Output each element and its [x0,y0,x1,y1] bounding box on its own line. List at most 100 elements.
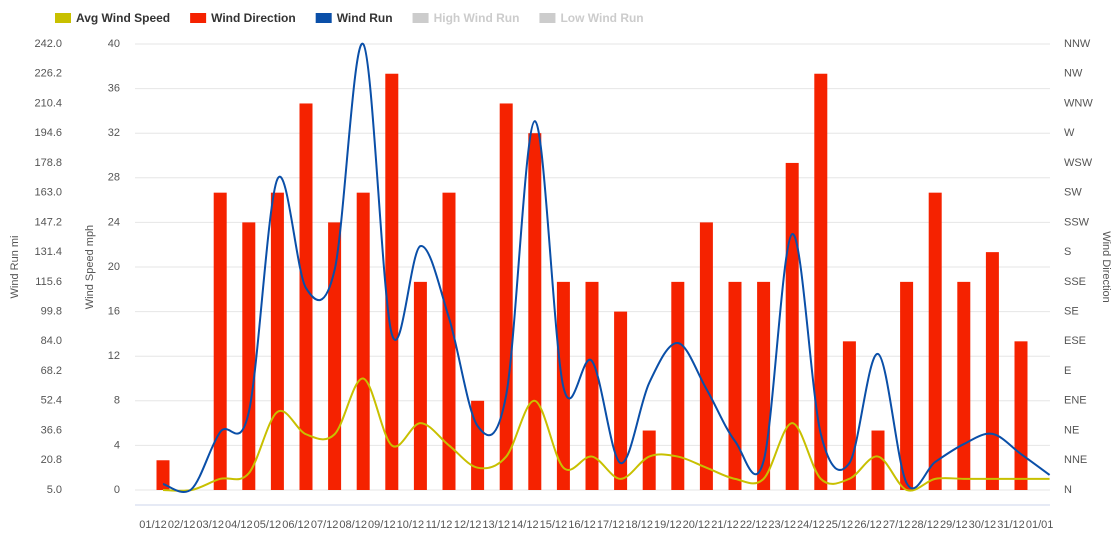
x-tick-label: 14/12 [511,519,539,531]
legend-label: Wind Direction [211,11,296,25]
x-tick-label: 26/12 [854,519,882,531]
legend-swatch [539,13,556,23]
x-tick-label: 01/01 [1026,519,1054,531]
y3-tick-label: 52.4 [41,395,62,407]
x-tick-label: 02/12 [168,519,196,531]
x-tick-label: 25/12 [826,519,854,531]
y-tick-label: 16 [108,306,120,318]
y3-tick-label: 210.4 [34,97,62,109]
x-tick-label: 06/12 [282,519,310,531]
y2-tick-label: SSW [1064,216,1090,228]
y3-tick-label: 68.2 [41,365,62,377]
y2-tick-label: NW [1064,68,1083,80]
legend-swatch [412,13,429,23]
y3-tick-label: 147.2 [34,216,62,228]
x-tick-label: 08/12 [339,519,367,531]
x-tick-label: 09/12 [368,519,396,531]
bar [356,192,370,490]
x-tick-label: 22/12 [740,519,768,531]
bar [957,281,971,490]
bar [328,222,342,490]
x-tick-label: 24/12 [797,519,825,531]
y3-tick-label: 99.8 [41,306,62,318]
x-tick-label: 29/12 [940,519,968,531]
legend-swatch [315,13,332,23]
y3-tick-label: 20.8 [41,454,62,466]
legend-swatch [55,13,71,23]
y2-tick-label: W [1064,127,1075,139]
legend-swatch [190,13,207,23]
x-tick-label: 28/12 [911,519,939,531]
bar [728,281,742,490]
x-tick-label: 19/12 [654,519,682,531]
bar [499,103,513,490]
x-tick-label: 30/12 [969,519,997,531]
x-tick-label: 12/12 [454,519,482,531]
y-tick-label: 12 [108,350,120,362]
bar [642,430,656,490]
x-tick-label: 15/12 [540,519,568,531]
legend-label: Wind Run [337,11,393,25]
y2-tick-label: NE [1064,424,1079,436]
bar [671,281,685,490]
y2-tick-label: SE [1064,306,1079,318]
y3-tick-label: 131.4 [34,246,62,258]
bar [985,252,999,490]
x-tick-label: 05/12 [254,519,282,531]
x-tick-label: 23/12 [768,519,796,531]
y-tick-label: 32 [108,127,120,139]
y3-tick-label: 194.6 [34,127,62,139]
y-tick-label: 20 [108,261,120,273]
y2-tick-label: NNE [1064,454,1087,466]
y2-tick-label: SSE [1064,276,1086,288]
y2-tick-label: WNW [1064,97,1093,109]
bar [528,133,542,490]
y2-axis-title: Wind Direction [1100,231,1112,303]
y3-tick-label: 5.0 [47,484,62,496]
legend: Avg Wind Speed Wind Direction Wind Run High… [55,11,644,25]
x-tick-label: 27/12 [883,519,911,531]
x-tick-label: 17/12 [597,519,625,531]
y3-axis-title: Wind Run mi [9,236,21,299]
x-tick-label: 21/12 [711,519,739,531]
y3-tick-label: 226.2 [34,68,62,80]
bar [156,460,170,490]
y-tick-label: 8 [114,395,120,407]
y2-tick-label: SW [1064,187,1082,199]
legend-label: Low Wind Run [560,11,643,25]
x-tick-label: 18/12 [625,519,653,531]
bar [242,222,256,490]
x-tick-label: 20/12 [683,519,711,531]
bar [900,281,914,490]
bar [299,103,313,490]
y-tick-label: 24 [108,216,120,228]
x-tick-label: 13/12 [482,519,510,531]
y3-tick-label: 36.6 [41,424,62,436]
legend-label: Avg Wind Speed [76,11,170,25]
y3-tick-label: 163.0 [34,187,62,199]
bar [585,281,599,490]
bar [213,192,227,490]
y-tick-label: 40 [108,38,120,50]
y-axis-title: Wind Speed mph [84,225,96,309]
line [162,42,1051,494]
bar [814,73,828,490]
bar [699,222,713,490]
bar [413,281,427,490]
y3-tick-label: 242.0 [34,38,62,50]
y-tick-label: 4 [114,439,120,451]
y2-tick-label: NNW [1064,38,1091,50]
y2-tick-label: ESE [1064,335,1086,347]
y3-tick-label: 84.0 [41,335,62,347]
y2-tick-label: WSW [1064,157,1093,169]
x-tick-label: 11/12 [426,519,453,531]
bar [614,311,628,490]
x-tick-label: 10/12 [397,519,425,531]
x-tick-label: 07/12 [311,519,339,531]
y3-tick-label: 115.6 [35,276,62,288]
bar [385,73,399,490]
x-tick-label: 03/12 [196,519,224,531]
bar [1014,341,1028,490]
x-tick-label: 01/12 [139,519,167,531]
